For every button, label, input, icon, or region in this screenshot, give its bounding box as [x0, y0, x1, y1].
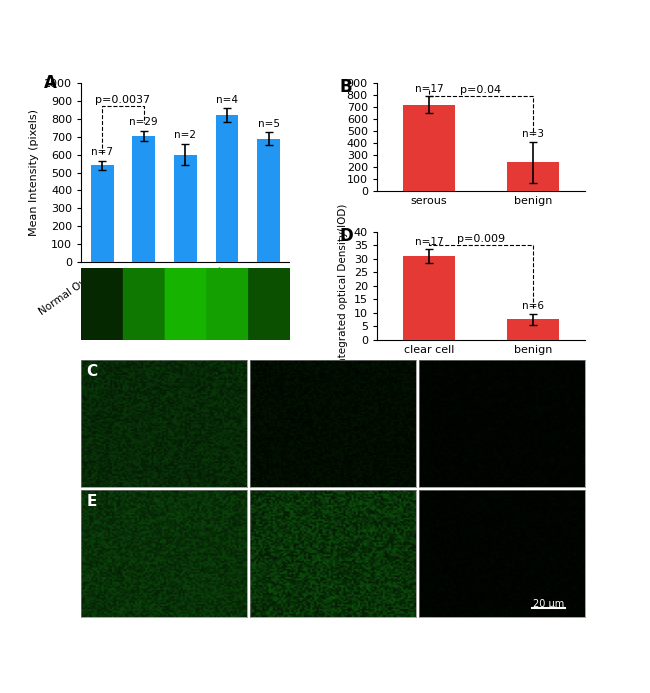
Text: n=2: n=2	[174, 130, 196, 141]
Text: B: B	[339, 78, 352, 96]
Text: D: D	[339, 227, 353, 245]
Text: n=17: n=17	[415, 237, 443, 247]
Text: E: E	[86, 493, 97, 509]
Bar	[403, 105, 455, 191]
Text: n=7: n=7	[91, 148, 113, 157]
Text: C: C	[86, 364, 98, 379]
Y-axis label: Integrated optical Density(IOD): Integrated optical Density(IOD)	[338, 204, 348, 367]
Text: n=4: n=4	[216, 95, 238, 105]
Text: n=5: n=5	[257, 119, 280, 129]
Bar	[403, 256, 455, 340]
Text: n=6: n=6	[522, 301, 544, 311]
Bar	[507, 162, 559, 191]
Bar	[132, 136, 155, 262]
Bar	[257, 139, 280, 262]
Y-axis label: Mean Intensity (pixels): Mean Intensity (pixels)	[29, 109, 38, 236]
Text: A: A	[44, 74, 57, 92]
Text: p=0.0037: p=0.0037	[96, 95, 150, 105]
Bar	[90, 166, 114, 262]
Text: 20 μm: 20 μm	[533, 599, 564, 609]
Text: p=0.009: p=0.009	[457, 234, 505, 244]
Text: p=0.04: p=0.04	[460, 85, 502, 95]
Bar	[216, 115, 239, 262]
Text: n=17: n=17	[415, 84, 443, 94]
Bar	[174, 155, 197, 262]
Bar	[507, 319, 559, 340]
Text: n=29: n=29	[129, 117, 158, 127]
Text: n=3: n=3	[522, 129, 544, 139]
